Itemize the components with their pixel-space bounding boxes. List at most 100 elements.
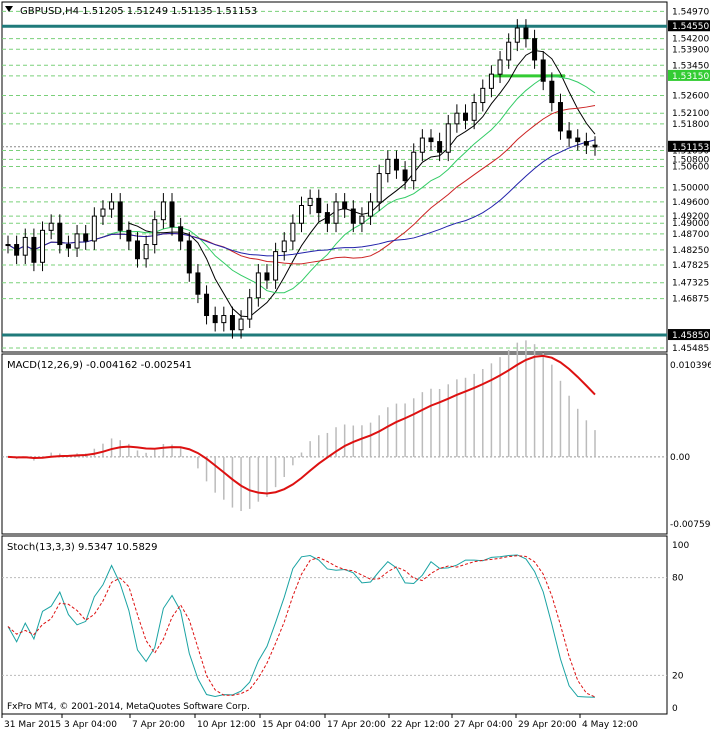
- candle-body: [480, 87, 486, 104]
- candle-body: [350, 208, 356, 224]
- stoch-graph: 100 80 20 0: [2, 541, 689, 714]
- price-tick-label: 1.52100: [672, 109, 709, 119]
- candle-body: [273, 251, 279, 281]
- x-tick-label: 15 Apr 04:00: [262, 720, 321, 730]
- stoch-tick-label: 80: [672, 574, 684, 584]
- candle-body: [212, 315, 218, 324]
- price-tick-label: 1.50800: [672, 155, 709, 165]
- candle-body: [523, 27, 529, 40]
- stoch-tick-label: 0: [672, 704, 678, 714]
- macd-header: MACD(12,26,9) -0.004162 -0.002541: [7, 360, 192, 371]
- x-tick-label: 7 Apr 20:00: [132, 720, 185, 730]
- candle-body: [359, 215, 365, 224]
- macd-panel-frame: [1, 353, 668, 535]
- candle-body: [342, 201, 348, 210]
- level-label: 1.45850: [672, 331, 709, 341]
- candle-body: [333, 201, 339, 224]
- ma-long-line: [7, 139, 596, 257]
- candle-body: [22, 236, 28, 256]
- candle-body: [592, 144, 598, 148]
- candle-body: [290, 222, 296, 242]
- x-tick-label: 27 Apr 04:00: [454, 720, 513, 730]
- candle-body: [126, 229, 132, 242]
- level-label: 1.54550: [672, 22, 709, 32]
- x-tick-label: 4 May 12:00: [582, 720, 638, 730]
- x-tick-label: 3 Apr 04:00: [64, 720, 117, 730]
- price-tick-label: 1.49200: [672, 212, 709, 222]
- candle-body: [83, 233, 89, 242]
- candle-body: [134, 240, 140, 260]
- candle-body: [540, 59, 546, 82]
- candle-body: [31, 236, 37, 263]
- candle-body: [402, 169, 408, 182]
- copyright: FxPro MT4, © 2001-2014, MetaQuotes Softw…: [7, 702, 250, 712]
- stoch-tick-label: 20: [672, 671, 684, 681]
- stoch-main-line: [7, 554, 596, 698]
- stoch-signal-line: [7, 555, 596, 698]
- price-tick-label: 1.45485: [672, 344, 709, 354]
- candle-body: [152, 219, 158, 246]
- level-label-box: [668, 20, 710, 32]
- price-tick-label: 1.51800: [672, 120, 709, 130]
- stoch-panel-frame: [1, 535, 668, 715]
- candle-body: [411, 151, 417, 182]
- candle-body: [393, 158, 399, 171]
- price-tick-label: 1.46875: [672, 295, 709, 305]
- candle-body: [48, 222, 54, 231]
- price-tick-label: 1.49600: [672, 198, 709, 208]
- candle-body: [143, 244, 149, 260]
- level-label-box: [668, 69, 710, 81]
- price-tick-label: 1.53900: [672, 45, 709, 55]
- candle-body: [307, 197, 313, 206]
- macd-graph: 0.010396 0.00 -0.007594: [2, 340, 711, 530]
- x-tick-label: 22 Apr 12:00: [391, 720, 450, 730]
- candle-body: [109, 201, 115, 210]
- candle-body: [454, 112, 460, 125]
- candle-body: [583, 141, 589, 146]
- candle-body: [445, 123, 451, 153]
- candle-body: [368, 201, 374, 217]
- candle-body: [14, 244, 20, 256]
- candle-body: [488, 73, 494, 89]
- price-tick-label: 1.49000: [672, 219, 709, 229]
- candle-body: [557, 102, 563, 132]
- candle-body: [437, 141, 443, 153]
- price-tick-label: 1.50000: [672, 184, 709, 194]
- price-tick-label: 1.52600: [672, 91, 709, 101]
- candle-body: [514, 27, 520, 43]
- stoch-tick-label: 100: [672, 541, 689, 551]
- candle-body: [186, 240, 192, 274]
- candle-body: [74, 233, 80, 249]
- candle-body: [229, 315, 235, 331]
- price-tick-label: 1.48250: [672, 246, 709, 256]
- candle-body: [117, 201, 123, 231]
- candle-body: [160, 201, 166, 221]
- symbol-header: GBPUSD,H4 1.51205 1.51249 1.51135 1.5115…: [20, 6, 257, 17]
- candles: [5, 19, 598, 339]
- candle-body: [65, 244, 71, 249]
- current-price-box: [668, 140, 710, 152]
- candle-body: [549, 80, 555, 104]
- price-tick-label: 1.48700: [672, 230, 709, 240]
- candle-body: [463, 112, 469, 121]
- candle-body: [316, 197, 322, 214]
- candle-body: [497, 59, 503, 75]
- candle-body: [221, 315, 227, 324]
- candle-body: [506, 41, 512, 61]
- macd-tick-label: 0.00: [670, 453, 690, 463]
- x-tick-label: 31 Mar 2015: [4, 720, 61, 730]
- candle-body: [264, 272, 270, 281]
- x-tick-label: 10 Apr 12:00: [197, 720, 256, 730]
- candle-body: [255, 272, 261, 299]
- candle-body: [5, 244, 11, 247]
- candle-body: [195, 272, 201, 295]
- level-label: 1.53150: [672, 72, 709, 82]
- candle-body: [281, 240, 287, 253]
- x-tick-label: 29 Apr 20:00: [518, 720, 577, 730]
- candle-body: [247, 297, 253, 320]
- candle-body: [178, 226, 184, 242]
- price-lines: [2, 24, 667, 337]
- candle-body: [575, 137, 581, 143]
